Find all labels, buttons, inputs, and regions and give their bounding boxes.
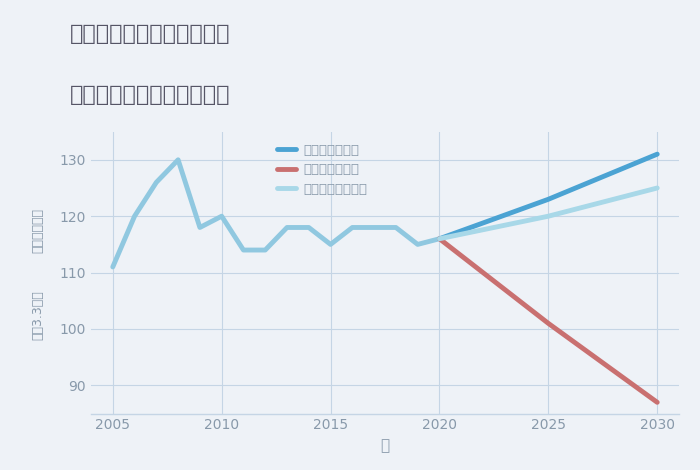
- Legend: グッドシナリオ, バッドシナリオ, ノーマルシナリオ: グッドシナリオ, バッドシナリオ, ノーマルシナリオ: [274, 141, 370, 198]
- バッドシナリオ: [435, 236, 444, 242]
- グッドシナリオ: [435, 236, 444, 242]
- グッドシナリオ: [544, 196, 552, 202]
- Text: 坪（3.3㎡）: 坪（3.3㎡）: [32, 290, 45, 340]
- Line: バッドシナリオ: バッドシナリオ: [440, 239, 657, 402]
- ノーマルシナリオ: [653, 185, 662, 191]
- ノーマルシナリオ: [435, 236, 444, 242]
- Line: グッドシナリオ: グッドシナリオ: [440, 154, 657, 239]
- バッドシナリオ: [653, 400, 662, 405]
- Line: ノーマルシナリオ: ノーマルシナリオ: [440, 188, 657, 239]
- Text: 単価（万円）: 単価（万円）: [32, 208, 45, 253]
- Text: 中古マンションの価格推移: 中古マンションの価格推移: [70, 85, 230, 105]
- ノーマルシナリオ: [544, 213, 552, 219]
- バッドシナリオ: [544, 321, 552, 326]
- グッドシナリオ: [653, 151, 662, 157]
- X-axis label: 年: 年: [380, 438, 390, 453]
- Text: 奈良県奈良市学園大和町の: 奈良県奈良市学園大和町の: [70, 24, 230, 44]
